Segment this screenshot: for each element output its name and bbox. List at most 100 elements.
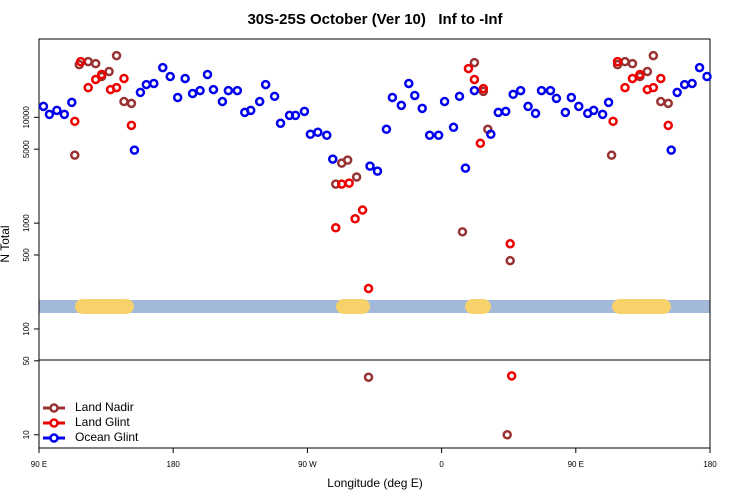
legend-label: Land Glint — [75, 415, 130, 429]
point — [344, 178, 354, 188]
point — [469, 57, 480, 68]
point — [627, 73, 638, 84]
point — [70, 116, 80, 127]
point — [608, 116, 618, 127]
point — [135, 87, 146, 98]
point — [648, 50, 659, 61]
point — [38, 101, 49, 112]
point — [129, 145, 140, 155]
point — [551, 93, 562, 104]
point — [387, 92, 398, 103]
land-band — [336, 299, 370, 314]
x-tick-label: 90 W — [298, 460, 317, 469]
legend-marker — [49, 433, 59, 443]
point — [560, 107, 571, 118]
y-tick-label: 100 — [22, 322, 31, 336]
x-tick-label: 0 — [439, 460, 444, 469]
point — [656, 73, 666, 84]
point — [672, 87, 682, 98]
point — [372, 166, 383, 176]
point — [90, 74, 101, 85]
point — [96, 69, 107, 80]
point — [417, 103, 427, 114]
point — [666, 145, 676, 155]
point — [448, 122, 459, 133]
point — [381, 124, 392, 135]
point — [454, 91, 465, 102]
point — [217, 96, 228, 107]
point — [363, 372, 374, 382]
point — [357, 205, 368, 215]
point — [500, 106, 511, 117]
point — [469, 85, 480, 96]
point — [254, 96, 265, 107]
point — [493, 107, 504, 118]
point — [305, 129, 316, 140]
point — [52, 105, 62, 116]
point — [76, 56, 86, 67]
point — [475, 138, 486, 149]
legend-marker — [49, 418, 59, 428]
point — [469, 74, 480, 85]
point — [59, 109, 70, 120]
point — [195, 85, 205, 96]
point — [172, 92, 183, 103]
point — [656, 96, 666, 107]
x-tick-label: 90 E — [31, 460, 47, 469]
legend-label: Ocean Glint — [75, 430, 139, 444]
point — [90, 58, 101, 69]
land-band — [75, 299, 134, 314]
point — [460, 163, 471, 173]
point — [505, 255, 515, 266]
point — [187, 88, 198, 99]
series — [38, 62, 712, 176]
point — [648, 82, 659, 93]
point — [327, 154, 338, 164]
point — [506, 371, 517, 381]
point — [158, 62, 168, 73]
point — [404, 78, 414, 89]
point — [141, 79, 152, 90]
point — [126, 120, 137, 131]
point — [126, 98, 137, 109]
chart-title: 30S-25S October (Ver 10) Inf to -Inf — [247, 11, 503, 28]
y-tick-label: 5000 — [22, 140, 31, 158]
x-tick-label: 90 E — [568, 460, 584, 469]
legend-marker — [49, 403, 59, 413]
point — [597, 109, 608, 120]
point — [336, 179, 347, 189]
point — [523, 101, 533, 112]
point — [627, 58, 638, 69]
point — [536, 85, 547, 96]
point — [149, 78, 159, 89]
point — [260, 79, 271, 90]
point — [223, 85, 234, 96]
coverage-band — [39, 299, 710, 314]
y-tick-label: 10 — [22, 430, 31, 439]
x-tick-label: 180 — [167, 460, 181, 469]
point — [478, 83, 489, 94]
point — [457, 227, 468, 237]
point — [245, 105, 256, 116]
point — [566, 92, 577, 103]
point — [44, 109, 55, 120]
x-tick-label: 180 — [703, 460, 717, 469]
point — [424, 130, 435, 141]
point — [83, 82, 93, 93]
point — [410, 90, 420, 101]
point — [642, 66, 653, 77]
point — [702, 71, 712, 82]
point — [687, 78, 697, 89]
point — [679, 79, 690, 90]
point — [620, 56, 630, 67]
legend-label: Land Nadir — [75, 400, 134, 414]
point — [165, 71, 175, 82]
point — [350, 214, 360, 224]
point — [574, 101, 584, 112]
y-tick-label: 1000 — [22, 214, 31, 232]
point — [508, 89, 518, 100]
point — [363, 283, 374, 294]
point — [111, 50, 122, 61]
point — [505, 239, 515, 249]
point — [588, 105, 599, 116]
